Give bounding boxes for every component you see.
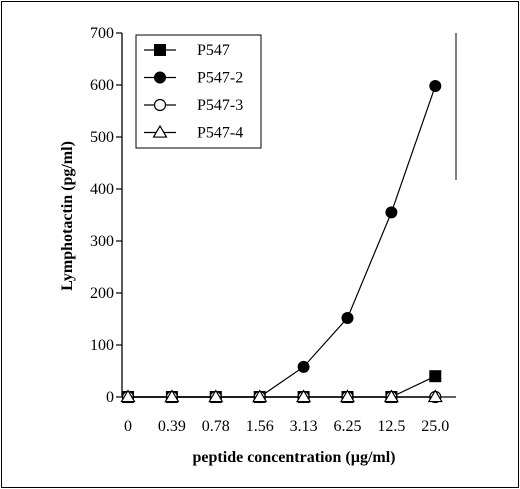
data-point bbox=[252, 389, 268, 403]
legend-label: P547-2 bbox=[197, 70, 243, 87]
x-tick-label: 1.56 bbox=[246, 418, 274, 435]
x-axis-label: peptide concentration (µg/ml) bbox=[193, 449, 396, 466]
data-point bbox=[427, 389, 443, 403]
data-point bbox=[297, 360, 310, 373]
x-tick-label: 12.5 bbox=[377, 418, 405, 435]
data-point bbox=[429, 80, 442, 93]
data-point bbox=[429, 370, 442, 383]
legend-marker bbox=[154, 71, 166, 84]
y-axis-label: Lymphotactin (pg/ml) bbox=[59, 141, 76, 291]
legend-marker bbox=[153, 98, 167, 112]
y-tick-label: 500 bbox=[90, 129, 114, 146]
legend: P547 P547-2 P547-3 P547-4 bbox=[135, 34, 262, 149]
x-tick-label: 0.78 bbox=[202, 418, 230, 435]
legend-label: P547-4 bbox=[197, 125, 243, 142]
y-tick-label: 0 bbox=[106, 389, 114, 406]
y-tick-label: 100 bbox=[90, 337, 114, 354]
series-group bbox=[120, 80, 443, 404]
data-point bbox=[385, 206, 398, 219]
y-tick-label: 700 bbox=[90, 25, 114, 42]
y-tick-label: 200 bbox=[90, 285, 114, 302]
x-tick-label: 0 bbox=[124, 418, 132, 435]
y-tick-label: 600 bbox=[90, 77, 114, 94]
data-point bbox=[341, 311, 354, 324]
data-point bbox=[383, 389, 399, 403]
series-p547-4 bbox=[120, 389, 443, 403]
y-tick-label: 400 bbox=[90, 181, 114, 198]
legend-marker bbox=[152, 124, 168, 138]
legend-marker bbox=[154, 44, 166, 56]
y-tick-label: 300 bbox=[90, 233, 114, 250]
data-point bbox=[208, 389, 224, 403]
x-tick-label: 0.39 bbox=[158, 418, 186, 435]
data-point bbox=[296, 389, 312, 403]
data-point bbox=[339, 389, 356, 403]
data-point bbox=[164, 389, 180, 403]
data-point bbox=[120, 389, 136, 403]
legend-label: P547-3 bbox=[197, 97, 243, 114]
x-tick-labels: 0 0.39 0.78 1.56 3.13 6.25 12.5 25.0 bbox=[124, 418, 449, 435]
legend-label: P547 bbox=[197, 42, 230, 59]
x-tick-label: 6.25 bbox=[334, 418, 362, 435]
y-tick-labels: 0 100 200 300 400 500 600 700 bbox=[90, 25, 114, 406]
x-tick-label: 25.0 bbox=[421, 418, 449, 435]
x-tick-label: 3.13 bbox=[290, 418, 318, 435]
